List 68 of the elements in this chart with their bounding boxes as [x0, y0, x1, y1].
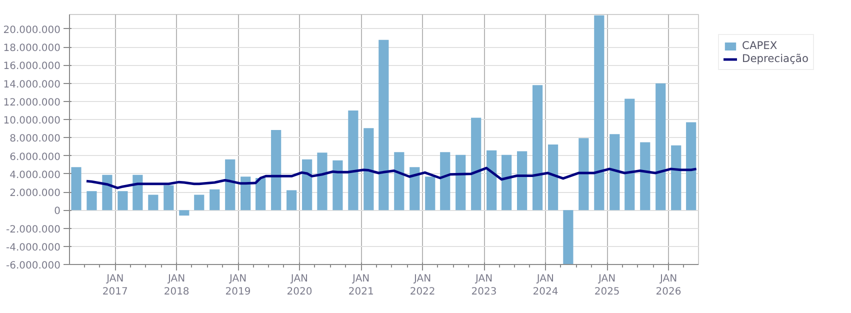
- line-series: [85, 166, 698, 190]
- y-tick-label: -4.000.000: [6, 242, 61, 254]
- bar: [471, 118, 482, 210]
- y-tick-label: -2.000.000: [6, 224, 61, 236]
- bar: [332, 160, 343, 210]
- x-tick-label: JAN 2020: [286, 274, 312, 298]
- y-tick-label: 0: [54, 206, 61, 218]
- bar: [102, 174, 112, 210]
- x-tick-label: JAN 2026: [656, 274, 682, 298]
- y-tick-label: 12.000.000: [3, 97, 61, 108]
- bar: [302, 159, 312, 210]
- x-tick-label: JAN 2017: [102, 274, 128, 298]
- bar: [271, 130, 282, 210]
- y-tick-label: 16.000.000: [3, 61, 61, 72]
- bar: [256, 178, 266, 210]
- x-tick-label: JAN 2023: [471, 274, 497, 298]
- bar: [410, 167, 420, 210]
- x-tick-label: JAN 2024: [532, 274, 558, 298]
- bar: [317, 152, 328, 210]
- bar: [486, 150, 497, 210]
- bar: [86, 191, 97, 210]
- bar: [532, 85, 543, 210]
- bar: [548, 144, 558, 210]
- y-tick-label: 18.000.000: [3, 43, 61, 54]
- x-tick-label: JAN 2018: [164, 274, 190, 298]
- bar: [671, 145, 682, 210]
- x-tick-label: JAN 2019: [225, 274, 251, 298]
- bar: [610, 134, 620, 210]
- bar: [118, 191, 128, 210]
- bar: [240, 176, 251, 210]
- legend-label: Depreciação: [742, 52, 808, 65]
- bar: [164, 185, 174, 210]
- bar: [71, 167, 82, 210]
- bar: [394, 152, 404, 210]
- bar: [624, 98, 635, 210]
- bar: [286, 190, 297, 210]
- bar: [225, 159, 236, 210]
- bar: [378, 40, 389, 210]
- x-tick-label: JAN 2022: [410, 274, 436, 298]
- legend-label: CAPEX: [742, 39, 778, 52]
- bar: [578, 138, 589, 210]
- bar: [210, 189, 220, 210]
- y-tick-label: 14.000.000: [3, 79, 61, 90]
- bar: [440, 152, 450, 210]
- bar: [640, 142, 650, 210]
- bar: [132, 174, 143, 210]
- bar: [194, 194, 204, 210]
- y-tick-label: 6.000.000: [10, 152, 61, 163]
- bar: [517, 151, 528, 210]
- y-tick-label: 2.000.000: [10, 188, 61, 200]
- bar: [686, 122, 696, 210]
- y-tick-label: -6.000.000: [6, 260, 61, 272]
- x-tick-label: JAN 2025: [594, 274, 620, 298]
- bar: [364, 128, 374, 210]
- bar: [425, 176, 436, 210]
- bar: [456, 154, 466, 210]
- bar: [348, 110, 358, 210]
- x-tick-label: JAN 2021: [348, 274, 374, 298]
- y-tick-label: 10.000.000: [3, 116, 61, 127]
- bar: [179, 210, 190, 216]
- bar: [502, 154, 512, 210]
- y-tick-label: 20.000.000: [3, 24, 61, 36]
- y-tick-label: 4.000.000: [10, 170, 61, 181]
- bar: [656, 83, 666, 210]
- bar: [148, 194, 158, 210]
- y-tick-label: 8.000.000: [10, 134, 61, 145]
- bar: [563, 210, 574, 264]
- bar: [594, 15, 604, 210]
